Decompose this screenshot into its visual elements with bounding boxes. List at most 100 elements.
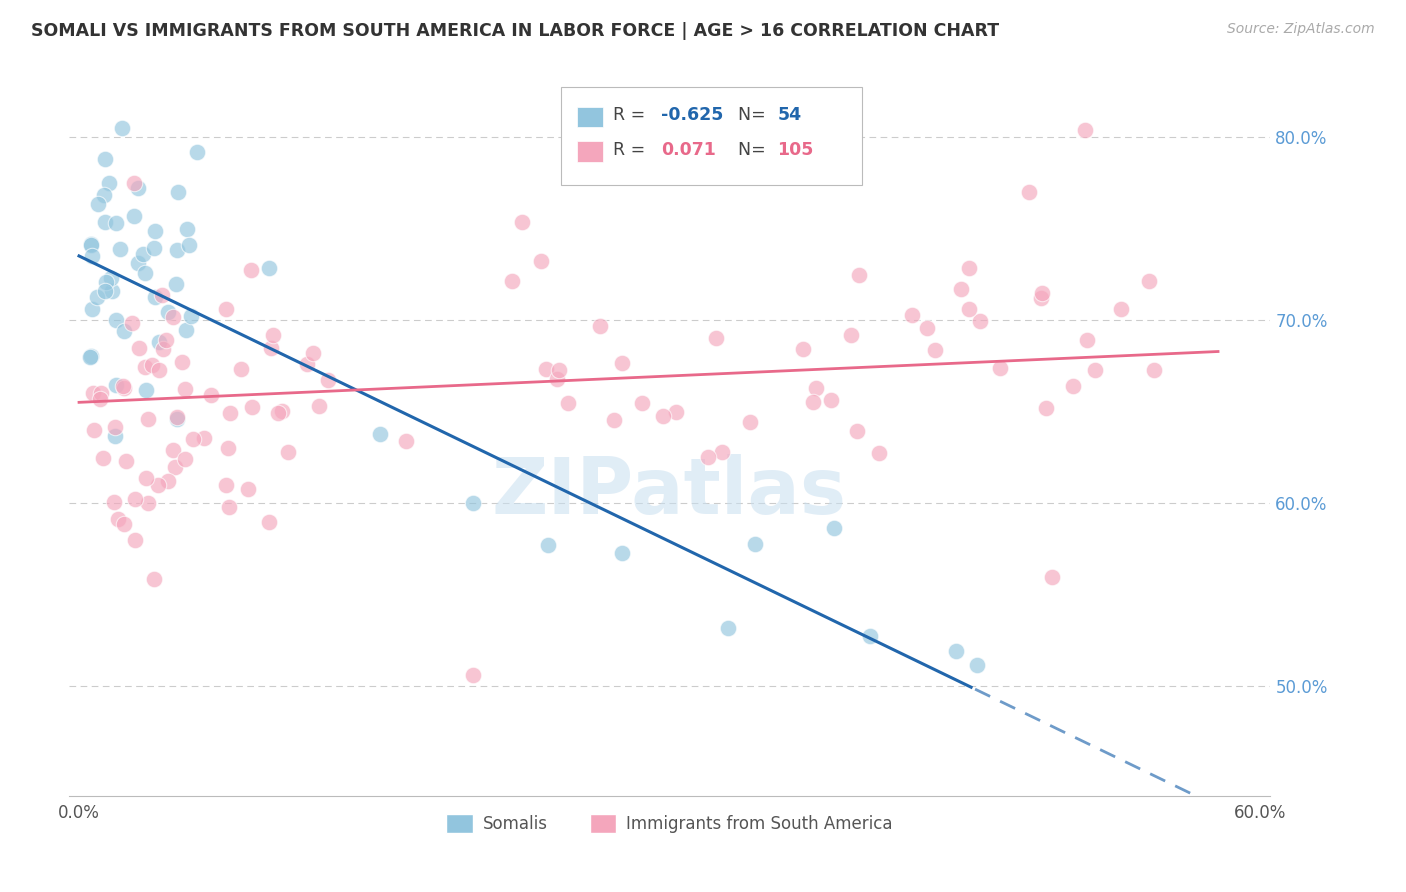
Point bbox=[97, 176, 120, 190]
Point bbox=[557, 396, 579, 410]
Point bbox=[100, 271, 122, 285]
Text: N=: N= bbox=[738, 141, 770, 160]
Point bbox=[186, 145, 208, 160]
Point bbox=[200, 388, 222, 402]
Point bbox=[242, 400, 264, 414]
Point bbox=[744, 537, 766, 551]
Point bbox=[80, 249, 103, 263]
Point bbox=[924, 343, 946, 358]
Point bbox=[103, 495, 125, 509]
Point bbox=[259, 516, 281, 530]
Point bbox=[945, 644, 967, 658]
Point bbox=[134, 266, 156, 280]
Point bbox=[738, 415, 761, 429]
Point bbox=[150, 287, 173, 301]
Point bbox=[156, 305, 179, 319]
Point bbox=[173, 382, 195, 396]
Point bbox=[127, 255, 149, 269]
Point bbox=[218, 500, 240, 515]
Point bbox=[302, 346, 325, 360]
Point bbox=[121, 316, 143, 330]
Point bbox=[94, 153, 117, 167]
Point bbox=[804, 381, 827, 395]
Point bbox=[80, 236, 103, 251]
Point bbox=[868, 446, 890, 460]
Point bbox=[957, 302, 980, 317]
Point bbox=[104, 429, 127, 443]
Point bbox=[510, 215, 533, 229]
Point bbox=[87, 197, 110, 211]
Point bbox=[316, 374, 339, 388]
Point bbox=[136, 412, 159, 426]
Point bbox=[112, 379, 135, 393]
Point bbox=[166, 409, 188, 424]
Point bbox=[262, 327, 284, 342]
Point bbox=[107, 512, 129, 526]
FancyBboxPatch shape bbox=[561, 87, 862, 185]
Point bbox=[166, 244, 188, 258]
Point bbox=[135, 470, 157, 484]
Point bbox=[79, 238, 101, 252]
Point bbox=[104, 216, 127, 230]
Point bbox=[704, 330, 727, 344]
Point bbox=[124, 492, 146, 507]
Point bbox=[94, 215, 117, 229]
Text: R =: R = bbox=[613, 141, 651, 160]
Point bbox=[83, 423, 105, 437]
Point bbox=[229, 361, 252, 376]
Point bbox=[696, 450, 718, 464]
Point bbox=[86, 290, 108, 304]
Text: 54: 54 bbox=[778, 106, 801, 124]
Point bbox=[104, 419, 127, 434]
Point bbox=[112, 516, 135, 531]
Point bbox=[297, 357, 319, 371]
Point bbox=[82, 301, 104, 316]
Point bbox=[96, 275, 118, 289]
Point bbox=[957, 261, 980, 276]
Point bbox=[146, 478, 169, 492]
Point bbox=[91, 451, 114, 466]
Point bbox=[259, 341, 281, 355]
Point bbox=[1084, 363, 1107, 377]
Point bbox=[218, 406, 240, 420]
Point bbox=[112, 325, 135, 339]
Point bbox=[122, 209, 145, 223]
Text: 105: 105 bbox=[778, 141, 814, 160]
Point bbox=[792, 343, 814, 357]
Point bbox=[111, 120, 134, 135]
Point bbox=[461, 496, 484, 510]
Point bbox=[143, 572, 166, 586]
Point bbox=[217, 441, 239, 455]
Point bbox=[1029, 291, 1052, 305]
Point bbox=[1074, 123, 1097, 137]
Point bbox=[988, 361, 1011, 376]
Point bbox=[79, 350, 101, 364]
Point bbox=[108, 242, 131, 256]
Point bbox=[546, 372, 568, 386]
Text: Source: ZipAtlas.com: Source: ZipAtlas.com bbox=[1227, 22, 1375, 37]
Point bbox=[1042, 570, 1064, 584]
Text: N=: N= bbox=[738, 106, 770, 124]
Point bbox=[143, 241, 166, 255]
Point bbox=[240, 262, 263, 277]
Point bbox=[839, 328, 862, 343]
Point bbox=[136, 495, 159, 509]
Point bbox=[215, 477, 238, 491]
Point bbox=[105, 313, 128, 327]
Point bbox=[1109, 302, 1132, 317]
Point bbox=[711, 444, 734, 458]
Point bbox=[134, 360, 156, 375]
Point bbox=[859, 629, 882, 643]
Point bbox=[820, 393, 842, 408]
Point bbox=[215, 301, 238, 316]
Point bbox=[162, 310, 184, 324]
Point bbox=[610, 546, 633, 560]
Point bbox=[132, 247, 155, 261]
Point bbox=[122, 176, 145, 190]
Point bbox=[124, 533, 146, 548]
Point bbox=[167, 185, 190, 199]
Point bbox=[461, 668, 484, 682]
Point bbox=[80, 349, 103, 363]
Point bbox=[145, 224, 167, 238]
Point bbox=[1018, 185, 1040, 199]
